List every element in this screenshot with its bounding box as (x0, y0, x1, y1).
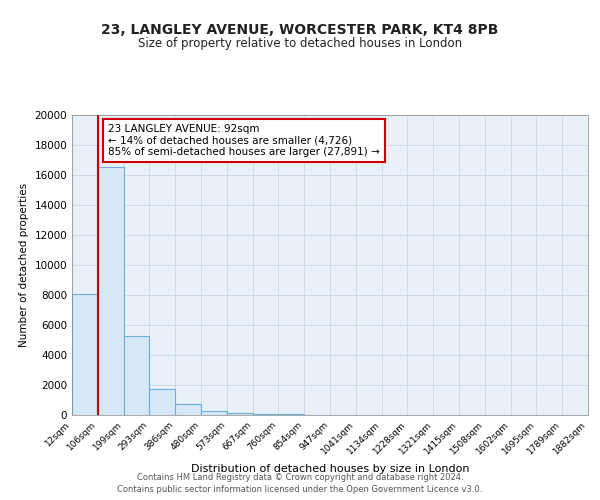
Bar (253, 414, 278, 415)
Bar (201, 410, 227, 415)
Text: Contains public sector information licensed under the Open Government Licence v3: Contains public sector information licen… (118, 485, 482, 494)
Text: Contains HM Land Registry data © Crown copyright and database right 2024.: Contains HM Land Registry data © Crown c… (137, 472, 463, 482)
X-axis label: Distribution of detached houses by size in London: Distribution of detached houses by size … (191, 464, 469, 474)
Text: 23 LANGLEY AVENUE: 92sqm
← 14% of detached houses are smaller (4,726)
85% of sem: 23 LANGLEY AVENUE: 92sqm ← 14% of detach… (108, 124, 380, 157)
Bar (124, 336, 149, 415)
Bar (278, 414, 304, 415)
Bar (98, 168, 124, 415)
Text: Size of property relative to detached houses in London: Size of property relative to detached ho… (138, 38, 462, 51)
Bar (149, 389, 175, 415)
Text: 23, LANGLEY AVENUE, WORCESTER PARK, KT4 8PB: 23, LANGLEY AVENUE, WORCESTER PARK, KT4 … (101, 22, 499, 36)
Y-axis label: Number of detached properties: Number of detached properties (19, 183, 29, 347)
Bar (72, 294, 98, 415)
Bar (175, 404, 201, 415)
Bar (227, 413, 253, 415)
